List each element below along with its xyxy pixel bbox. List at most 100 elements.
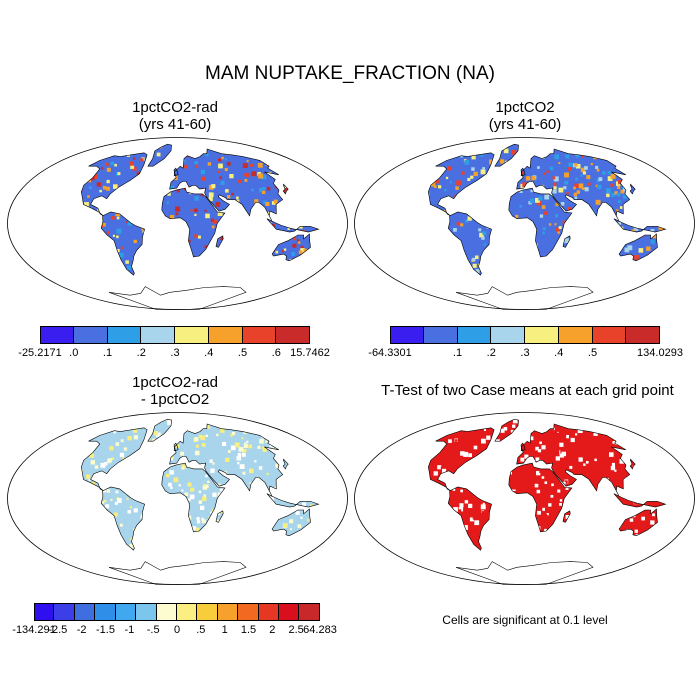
colorbar-swatch <box>141 326 175 344</box>
colorbar-tick-label: .2 <box>486 347 496 359</box>
colorbar-swatch <box>208 326 243 344</box>
coastline-australia <box>271 508 311 537</box>
colorbar-tick-label: .5 <box>587 347 598 359</box>
coastline-japan <box>629 458 636 470</box>
coastline-africa <box>508 462 573 533</box>
colorbar-swatch <box>592 326 627 344</box>
colorbar-swatch <box>40 326 74 344</box>
colorbar-swatch <box>34 603 55 621</box>
map-panel-4 <box>354 412 695 585</box>
colorbar-tick-label: 1 <box>221 624 228 636</box>
colorbar-1 <box>40 326 310 344</box>
colorbar-tick-label: .3 <box>520 347 530 359</box>
colorbar-tick-label: .5 <box>196 624 206 636</box>
colorbar-tick-label: .4 <box>554 347 564 359</box>
colorbar-1-frame <box>40 326 310 344</box>
colorbar-tick-label: -2.5 <box>48 624 68 636</box>
coastline-antarctica <box>108 286 247 310</box>
colorbar-swatch <box>74 603 96 621</box>
coastline-eurasia <box>516 423 631 496</box>
colorbar-tick-label: .4 <box>204 347 214 359</box>
coastline-australia <box>271 233 311 262</box>
colorbar-tick-label: -2 <box>76 624 87 636</box>
colorbar-swatch <box>238 603 259 621</box>
colorbar-swatch <box>73 326 108 344</box>
colorbar-swatch <box>95 603 116 621</box>
coastline-indonesia <box>266 493 320 508</box>
colorbar-tick-label: .6 <box>271 347 281 359</box>
panel2-title: 1pctCO2 (yrs 41-60) <box>390 99 660 133</box>
coastline-southamerica <box>447 486 492 551</box>
colorbar-swatch <box>136 603 157 621</box>
globe-outline <box>354 137 695 310</box>
colorbar-tick-label: -64.3301 <box>368 347 412 359</box>
colorbar-swatch <box>197 603 218 621</box>
coastline-australia <box>618 508 658 537</box>
colorbar-tick-label: 134.0293 <box>637 347 683 359</box>
coastline-madagascar <box>562 510 571 523</box>
coastline-japan <box>282 458 289 470</box>
colorbar-tick-label: .2 <box>136 347 146 359</box>
coastline-australia <box>618 233 658 262</box>
colorbar-swatch <box>242 326 277 344</box>
colorbar-swatch <box>156 603 177 621</box>
coastline-antarctica <box>455 286 594 310</box>
colorbar-2 <box>390 326 660 344</box>
coastline-uk <box>520 442 526 452</box>
colorbar-swatch <box>558 326 593 344</box>
coastline-antarctica <box>108 561 247 585</box>
coastline-northamerica <box>80 152 148 217</box>
colorbar-swatch <box>176 603 198 621</box>
coastline-southamerica <box>447 211 492 276</box>
colorbar-swatch <box>107 326 142 344</box>
coastline-eurasia <box>169 148 284 221</box>
coastline-uk <box>520 167 526 177</box>
colorbar-swatch <box>457 326 492 344</box>
map-panel-1 <box>7 137 348 310</box>
coastline-southamerica <box>100 211 145 276</box>
globe-outline <box>7 412 348 585</box>
colorbar-swatch <box>423 326 458 344</box>
colorbar-swatch <box>54 603 75 621</box>
colorbar-tick-label: 0 <box>173 624 181 636</box>
coastline-northamerica <box>427 152 495 217</box>
coastline-southamerica <box>100 486 145 551</box>
coastline-uk <box>173 167 179 177</box>
panel1-title: 1pctCO2-rad (yrs 41-60) <box>40 99 310 133</box>
colorbar-swatch <box>491 326 525 344</box>
panel4-title: T-Test of two Case means at each grid po… <box>355 382 700 399</box>
coastline-madagascar <box>215 510 224 523</box>
colorbar-2-frame <box>390 326 660 344</box>
colorbar-tick-label: .1 <box>452 347 463 359</box>
coastline-greenland <box>494 143 519 167</box>
colorbar-tick-label: -1 <box>124 624 135 636</box>
colorbar-tick-label: 64.283 <box>303 624 337 636</box>
figure-title: MAM NUPTAKE_FRACTION (NA) <box>205 63 495 84</box>
colorbar-swatch <box>299 603 320 621</box>
colorbar-swatch <box>279 603 300 621</box>
colorbar-tick-label: -1.5 <box>96 624 115 636</box>
map-panel-3 <box>7 412 348 585</box>
colorbar-tick-label: 2.5 <box>288 624 304 636</box>
colorbar-tick-label: 2 <box>269 624 276 636</box>
colorbar-tick-label: .3 <box>170 347 180 359</box>
colorbar-swatch <box>217 603 239 621</box>
coastline-africa <box>161 187 226 258</box>
coastline-northamerica <box>427 427 495 492</box>
coastline-greenland <box>147 418 172 442</box>
globe-outline <box>354 412 695 585</box>
coastline-greenland <box>147 143 172 167</box>
panel2-title-line2: (yrs 41-60) <box>488 116 562 133</box>
coastline-uk <box>173 442 179 452</box>
significance-note: Cells are significant at 0.1 level <box>442 613 608 627</box>
coastline-japan <box>629 183 636 195</box>
coastline-madagascar <box>562 235 571 248</box>
map-panel-2 <box>354 137 695 310</box>
colorbar-swatch <box>115 603 137 621</box>
colorbar-swatch <box>390 326 424 344</box>
colorbar-tick-label: .0 <box>69 347 79 359</box>
colorbar-tick-label: 15.7462 <box>290 347 330 359</box>
panel3-title-line1: 1pctCO2-rad <box>132 374 218 391</box>
coastline-africa <box>161 462 226 533</box>
panel3-title: 1pctCO2-rad - 1pctCO2 <box>40 374 310 408</box>
